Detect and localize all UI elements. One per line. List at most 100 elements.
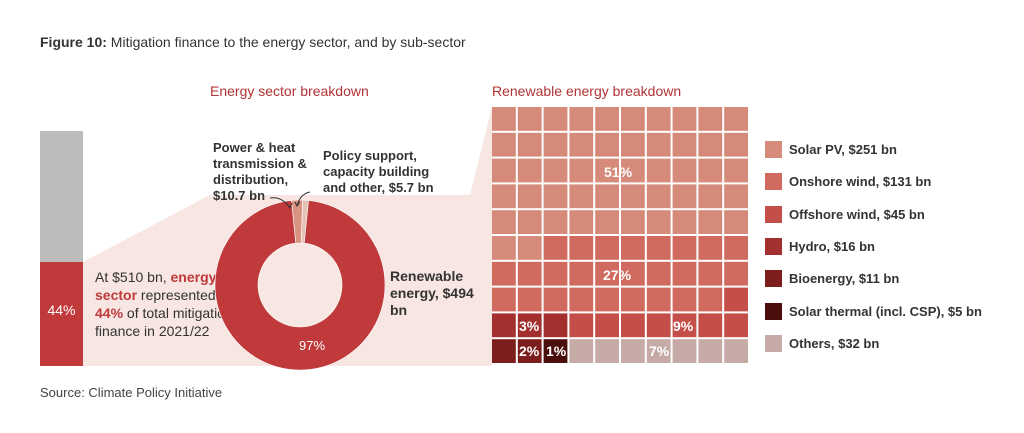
waffle-cell-solar-pv [569, 210, 594, 234]
waffle-cell-solar-pv [569, 184, 594, 209]
waffle-cell-solar-pv [569, 158, 594, 183]
waffle-cell-others [569, 339, 594, 363]
waffle-cell-bioenergy [492, 339, 516, 363]
waffle-cell-onshore-wind [672, 236, 697, 260]
annotation-renewable: Renewable energy, $494 bn [390, 268, 474, 318]
desc-highlight-sector: energy sector [95, 269, 217, 303]
waffle-cell-solar-pv [672, 107, 697, 131]
legend-label-bioenergy: Bioenergy, $11 bn [789, 271, 900, 287]
waffle-cell-solar-pv [646, 184, 671, 209]
slice-renewable [214, 200, 386, 371]
waffle-cell-others [672, 339, 697, 363]
waffle-cell-onshore-wind [595, 236, 619, 260]
figure-title-text: Mitigation finance to the energy sector,… [110, 34, 466, 50]
waffle-cell-onshore-wind [543, 287, 568, 312]
legend-swatch-solar-pv [765, 141, 782, 158]
waffle-cell-solar-pv [492, 210, 516, 234]
waffle-cell-solar-pv [595, 210, 619, 234]
waffle-cell-solar-pv [569, 107, 594, 131]
waffle-cell-onshore-wind [621, 261, 645, 286]
waffle-cell-solar-pv [724, 107, 748, 131]
figure-title: Figure 10: Mitigation finance to the ene… [40, 34, 466, 50]
waffle-cell-solar-pv [492, 158, 516, 183]
legend-label-onshore-wind: Onshore wind, $131 bn [789, 174, 932, 190]
waffle-cell-solar-pv [595, 107, 619, 131]
waffle-label-bioenergy: 2% [519, 343, 540, 359]
waffle-cell-solar-pv [543, 184, 568, 209]
waffle-cell-onshore-wind [646, 287, 671, 312]
waffle-cell-solar-pv [517, 158, 542, 183]
waffle-cell-onshore-wind [724, 261, 748, 286]
source-note: Source: Climate Policy Initiative [40, 385, 223, 400]
waffle-cell-onshore-wind [492, 261, 516, 286]
power-arrowhead [286, 202, 293, 210]
waffle-cell-solar-pv [595, 158, 619, 183]
desc-prefix: At $510 bn, [95, 269, 171, 285]
waffle-cell-offshore-wind [672, 313, 697, 338]
waffle-cell-solar-pv [517, 132, 542, 157]
figure-label: Figure 10: [40, 34, 107, 50]
waffle-cell-solar-pv [724, 184, 748, 209]
waffle-cell-solar-pv [543, 210, 568, 234]
renewable-section-title: Renewable energy breakdown [492, 83, 682, 99]
waffle-cell-solar-pv [569, 132, 594, 157]
bar-energy-share [40, 262, 83, 366]
waffle-cell-onshore-wind [492, 287, 516, 312]
waffle-cell-solar-pv [672, 158, 697, 183]
waffle-cell-solar-pv [672, 132, 697, 157]
waffle-cell-offshore-wind [595, 313, 619, 338]
bar-pct-label: 44% [47, 302, 76, 318]
waffle-cell-onshore-wind [698, 261, 723, 286]
desc-suffix: of total mitigation finance in 2021/22 [95, 305, 233, 339]
desc-mid: represented [137, 287, 216, 303]
waffle-cell-solar-pv [621, 107, 645, 131]
waffle-cell-others [698, 339, 723, 363]
waffle-cell-onshore-wind [517, 261, 542, 286]
energy-donut-chart [214, 199, 386, 371]
legend-swatch-hydro [765, 237, 782, 255]
waffle-cell-onshore-wind [517, 287, 542, 312]
waffle-cell-solar-pv [543, 158, 568, 183]
waffle-cell-onshore-wind [621, 236, 645, 260]
waffle-cell-solar-pv [595, 184, 619, 209]
waffle-cell-solar-pv [543, 132, 568, 157]
waffle-cell-offshore-wind [724, 287, 748, 312]
waffle-cell-others [724, 339, 748, 363]
waffle-cell-others [621, 339, 645, 363]
waffle-cell-solar-pv [517, 236, 542, 260]
waffle-cell-solar-pv [517, 210, 542, 234]
policy-arrow [296, 191, 310, 207]
waffle-cell-solar-pv [698, 132, 723, 157]
waffle-cell-solar-pv [646, 107, 671, 131]
waffle-cell-hydro [492, 313, 516, 338]
waffle-cell-offshore-wind [724, 313, 748, 338]
waffle-label-hydro: 3% [519, 318, 540, 334]
waffle-label-solar-pv: 51% [604, 164, 633, 180]
waffle-cell-onshore-wind [595, 261, 619, 286]
waffle-cell-offshore-wind [646, 313, 671, 338]
legend-label-hydro: Hydro, $16 bn [789, 238, 875, 254]
waffle-cell-onshore-wind [724, 236, 748, 260]
energy-section-title: Energy sector breakdown [210, 83, 369, 99]
waffle-cell-solar-pv [698, 184, 723, 209]
annotation-arrows [270, 191, 310, 210]
waffle-cell-solar-pv [517, 184, 542, 209]
waffle-cell-solar-pv [517, 107, 542, 131]
waffle-cell-solar-pv [724, 158, 748, 183]
waffle-cell-solar-pv [672, 184, 697, 209]
waffle-cell-solar-pv [492, 236, 516, 260]
legend-swatch-solar-thermal [765, 302, 782, 320]
waffle-cell-solar-pv [646, 132, 671, 157]
legend-swatch-others [765, 334, 782, 352]
legend-swatch-onshore-wind [765, 173, 782, 191]
waffle-cell-solar-pv [672, 210, 697, 234]
waffle-cell-onshore-wind [569, 261, 594, 286]
waffle-cell-solar-pv [621, 210, 645, 234]
waffle-label-onshore: 27% [603, 267, 632, 283]
waffle-cell-solar-pv [698, 210, 723, 234]
waffle-cell-onshore-wind [646, 236, 671, 260]
legend-label-solar-thermal: Solar thermal (incl. CSP), $5 bn [789, 303, 982, 319]
waffle-cell-others [646, 339, 671, 363]
waffle-cell-others [595, 339, 619, 363]
legend-label-offshore-wind: Offshore wind, $45 bn [789, 206, 925, 222]
